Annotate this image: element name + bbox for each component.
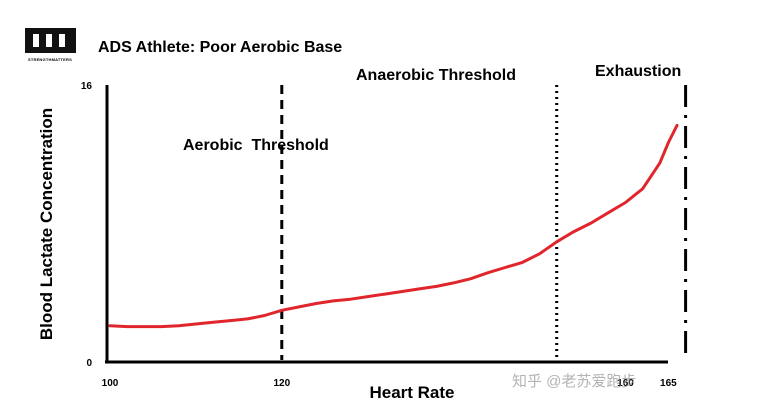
watermark: 知乎 @老苏爱跑步	[512, 373, 636, 390]
anaerobic-threshold-label: Anaerobic Threshold	[356, 67, 516, 84]
strengthmatters-logo: STRENGTHMATTERS	[25, 28, 76, 62]
exhaustion-label: Exhaustion	[595, 63, 681, 80]
logo-text: STRENGTHMATTERS	[28, 57, 72, 62]
lactate-curve-line	[108, 123, 679, 329]
y-tick-label: 0	[86, 358, 92, 369]
y-axis-title: Blood Lactate Concentration	[37, 108, 56, 340]
x-tick-label: 100	[102, 378, 119, 389]
y-tick-label: 16	[81, 81, 93, 92]
aerobic-threshold-label: Aerobic Threshold	[183, 137, 329, 154]
x-tick-label: 160	[617, 378, 634, 389]
logo-mark-cut-1	[33, 34, 39, 47]
chart-title: ADS Athlete: Poor Aerobic Base	[98, 39, 342, 56]
x-tick-label: 165	[660, 378, 677, 389]
logo-mark-cut-3	[59, 34, 65, 47]
x-axis-title: Heart Rate	[369, 383, 454, 402]
logo-mark-cut-2	[46, 34, 52, 47]
x-tick-label: 120	[273, 378, 290, 389]
